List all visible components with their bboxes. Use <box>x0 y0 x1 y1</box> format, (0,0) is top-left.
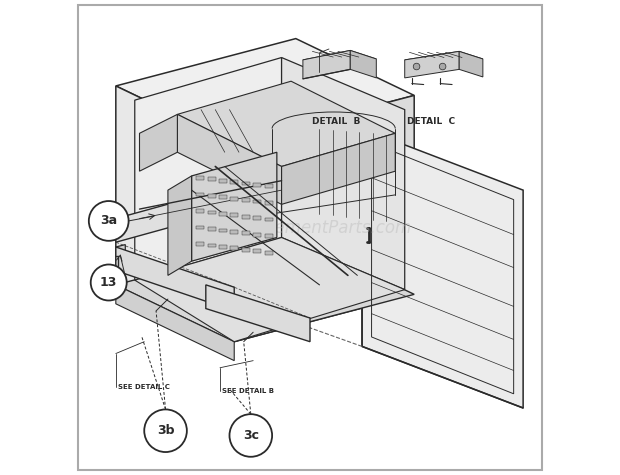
Circle shape <box>414 63 420 70</box>
Bar <box>197 192 205 196</box>
Bar <box>197 176 205 180</box>
Polygon shape <box>281 133 396 204</box>
Bar <box>208 194 216 198</box>
Text: 3b: 3b <box>157 424 174 437</box>
Polygon shape <box>116 285 234 361</box>
Bar <box>242 231 250 235</box>
Polygon shape <box>116 86 234 342</box>
Polygon shape <box>405 51 459 78</box>
Bar <box>231 247 239 250</box>
Polygon shape <box>116 238 414 342</box>
Text: DETAIL  C: DETAIL C <box>407 117 455 126</box>
Bar <box>253 183 261 187</box>
Polygon shape <box>192 152 277 261</box>
Bar <box>197 242 205 246</box>
Text: 3a: 3a <box>100 214 117 228</box>
Bar <box>231 213 239 217</box>
Bar <box>242 181 250 185</box>
Polygon shape <box>281 57 405 290</box>
Bar <box>208 227 216 231</box>
Text: SEE DETAIL C: SEE DETAIL C <box>118 384 170 389</box>
Circle shape <box>440 63 446 70</box>
Text: DETAIL  B: DETAIL B <box>312 117 360 126</box>
Polygon shape <box>116 38 414 143</box>
Bar <box>265 218 273 221</box>
Bar <box>197 209 205 213</box>
Polygon shape <box>116 245 125 268</box>
Bar <box>219 228 227 232</box>
Bar <box>253 249 261 253</box>
Polygon shape <box>177 114 281 204</box>
Bar <box>265 184 273 188</box>
Text: eReplacementParts.com: eReplacementParts.com <box>208 219 412 237</box>
Bar <box>265 234 273 238</box>
Text: 13: 13 <box>100 276 117 289</box>
Polygon shape <box>135 238 405 342</box>
Bar <box>219 195 227 199</box>
Polygon shape <box>459 51 483 77</box>
Polygon shape <box>140 114 177 171</box>
Circle shape <box>144 409 187 452</box>
Polygon shape <box>177 81 396 166</box>
Bar <box>231 197 239 200</box>
Bar <box>242 198 250 202</box>
Bar <box>231 230 239 234</box>
Bar <box>265 251 273 255</box>
Bar <box>242 248 250 252</box>
Polygon shape <box>234 95 414 342</box>
Circle shape <box>229 414 272 457</box>
Bar <box>208 210 216 214</box>
Polygon shape <box>116 247 234 311</box>
Bar <box>253 200 261 203</box>
Bar <box>208 177 216 181</box>
Polygon shape <box>116 180 253 242</box>
Bar <box>219 245 227 249</box>
Bar <box>197 226 205 229</box>
Circle shape <box>89 201 128 241</box>
Circle shape <box>91 265 126 301</box>
Bar <box>265 201 273 205</box>
Polygon shape <box>405 51 483 67</box>
Bar <box>253 233 261 237</box>
Polygon shape <box>350 50 376 78</box>
Bar <box>231 180 239 184</box>
Bar <box>208 244 216 247</box>
Text: SEE DETAIL B: SEE DETAIL B <box>223 389 275 394</box>
Bar <box>219 179 227 182</box>
Polygon shape <box>168 176 192 276</box>
Polygon shape <box>206 285 310 342</box>
Polygon shape <box>135 57 281 280</box>
Polygon shape <box>303 50 376 68</box>
Bar <box>242 215 250 219</box>
Bar <box>219 212 227 216</box>
Bar <box>253 216 261 220</box>
Polygon shape <box>362 129 523 408</box>
Text: 3c: 3c <box>243 429 259 442</box>
Polygon shape <box>303 50 350 79</box>
